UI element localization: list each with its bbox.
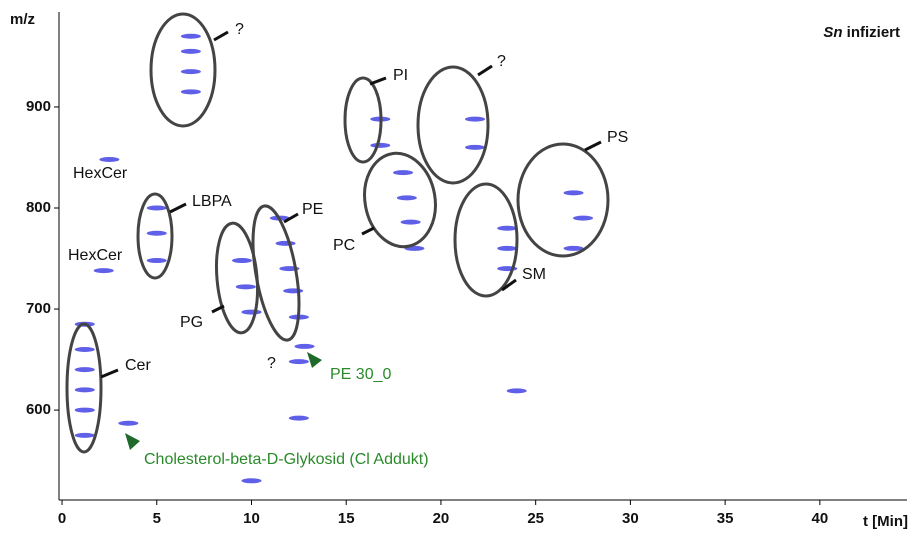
spot [465, 116, 486, 122]
x-axis-label: t [Min] [863, 513, 908, 530]
spot [99, 157, 120, 163]
spot [74, 367, 95, 373]
annotation: PC [333, 237, 355, 254]
leader-line [100, 368, 119, 379]
x-tick-label: 25 [527, 510, 544, 527]
spot [275, 240, 296, 246]
y-tick-label: 800 [26, 199, 51, 216]
x-tick-label: 15 [338, 510, 355, 527]
annotation: HexCer [73, 165, 128, 182]
spot [74, 346, 95, 352]
spot [180, 48, 201, 54]
x-tick-label: 30 [622, 510, 639, 527]
region-outline [343, 76, 383, 164]
leader-line [169, 202, 187, 214]
spot [241, 309, 262, 315]
leader-line [584, 140, 602, 152]
spot [294, 343, 315, 349]
region-outline [136, 192, 174, 280]
annotation: SM [522, 266, 546, 283]
spot [146, 205, 167, 211]
annotation: ? [267, 355, 276, 372]
region-outline [149, 12, 217, 128]
region-outline [416, 65, 490, 185]
spot [232, 258, 253, 264]
x-tick-label: 10 [243, 510, 260, 527]
leader-line [361, 226, 375, 236]
annotation: ? [497, 53, 506, 70]
title-text: infiziert [847, 24, 900, 41]
title-italic: Sn [823, 24, 842, 41]
spot [288, 359, 309, 365]
spot [74, 387, 95, 393]
chart-title: Sn infiziert [823, 24, 900, 41]
annotation: PE [302, 201, 323, 218]
x-tick-label: 35 [717, 510, 734, 527]
arrow-marker [307, 352, 322, 368]
annotation: ? [235, 21, 244, 38]
spot [288, 415, 309, 421]
leader-line [477, 64, 493, 77]
spot [180, 89, 201, 95]
leader-line [369, 76, 387, 86]
spot [497, 245, 518, 251]
annotation: PS [607, 129, 628, 146]
annotation: LBPA [192, 193, 232, 210]
region-outline [251, 204, 301, 342]
spot [563, 245, 584, 251]
leader-line [211, 304, 225, 314]
spot [370, 142, 391, 148]
annotation: Cholesterol-beta-D-Glykosid (Cl Addukt) [144, 451, 429, 468]
spot [241, 478, 262, 484]
spot [465, 144, 486, 150]
region-outline [516, 142, 610, 258]
spot [283, 288, 304, 294]
y-tick-label: 700 [26, 300, 51, 317]
x-tick-label: 0 [58, 510, 66, 527]
region-outline [363, 151, 437, 249]
annotation: PG [180, 314, 203, 331]
annotation: HexCer [68, 247, 123, 264]
annotation: Cer [125, 357, 151, 374]
annotation: PI [393, 67, 408, 84]
y-axis-label: m/z [10, 11, 35, 28]
spot [573, 215, 594, 221]
spot [396, 195, 417, 201]
spot [180, 33, 201, 39]
spot [74, 407, 95, 413]
x-tick-label: 40 [812, 510, 829, 527]
spot [393, 170, 414, 176]
spot [93, 268, 114, 274]
y-tick-label: 600 [26, 401, 51, 418]
leader-line [213, 30, 229, 42]
x-tick-label: 5 [153, 510, 161, 527]
x-tick-label: 20 [433, 510, 450, 527]
leader-line [501, 278, 517, 292]
region-outline [65, 322, 103, 454]
arrow-marker [125, 433, 140, 450]
spot [74, 432, 95, 438]
region-outline [453, 182, 519, 298]
spot [180, 69, 201, 75]
leader-line [283, 212, 299, 224]
y-tick-label: 900 [26, 98, 51, 115]
spot [118, 420, 139, 426]
annotation: PE 30_0 [330, 366, 391, 383]
spot [146, 258, 167, 264]
spot [497, 225, 518, 231]
spot [235, 284, 256, 290]
spot [563, 190, 584, 196]
spot [400, 219, 421, 225]
spot [146, 230, 167, 236]
spot [506, 388, 527, 394]
